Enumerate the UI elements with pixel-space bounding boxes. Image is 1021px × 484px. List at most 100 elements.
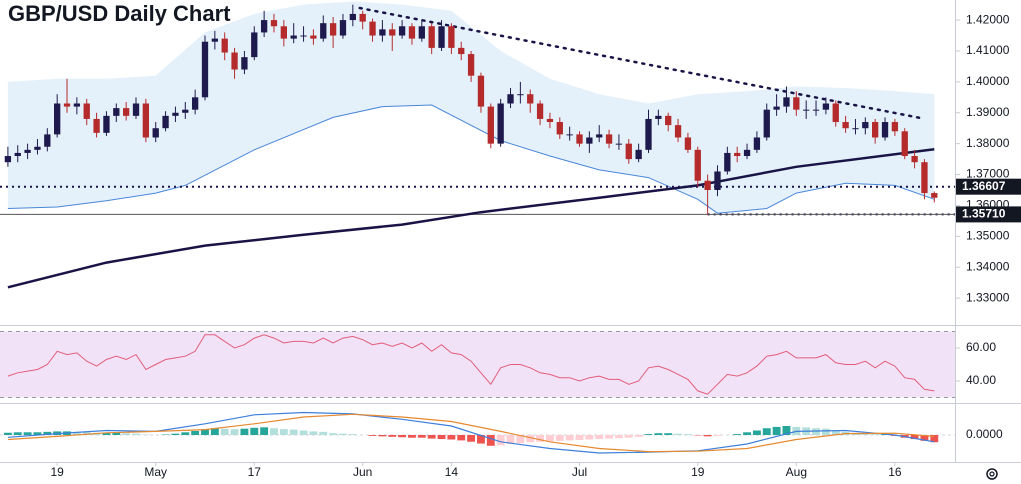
candle-body [83,103,90,119]
candle-body [527,94,534,104]
macd-histogram-bar [23,432,32,435]
macd-histogram-bar [634,435,643,437]
candle-body [231,52,238,70]
macd-histogram-bar [43,431,52,435]
x-tick-label: Jun [353,465,372,479]
macd-histogram-bar [191,430,200,435]
candle-body [655,115,662,119]
candle-body [300,35,307,37]
candle-body [911,156,918,163]
y-tick-label: 1.41000 [966,43,1010,57]
macd-histogram-bar [132,433,140,435]
macd-histogram-bar [526,435,535,443]
macd-histogram-bar [210,428,219,435]
y-tick-label: 1.39000 [966,105,1010,119]
macd-histogram-bar [703,435,712,437]
candle-body [852,128,859,130]
candle-body [438,26,445,48]
candle-body [812,109,820,111]
candle-body [487,106,494,144]
candle-body [339,20,347,36]
macd-histogram-bar [447,435,456,440]
macd-histogram-bar [319,431,328,435]
y-tick-label: 1.37000 [966,167,1010,181]
macd-histogram-bar [270,428,278,435]
price-tag-label: 1.36607 [962,179,1006,193]
macd-histogram-bar [437,435,446,440]
macd-histogram-bar [871,434,880,435]
candle-body [842,122,849,129]
candle-body [783,97,790,107]
rsi-tick-label: 60.00 [966,340,996,354]
x-tick-label: 16 [888,465,902,479]
macd-histogram-bar [733,434,742,435]
price-tag [956,178,1021,195]
candle-body [931,193,938,198]
candle-body [14,152,21,157]
macd-histogram-bar [516,435,525,444]
rsi-line [7,334,935,395]
macd-histogram-bar [72,431,81,435]
bollinger-lower-line [7,104,935,214]
macd-histogram-bar [605,435,614,439]
macd-histogram-bar [772,426,781,435]
y-tick-label: 1.40000 [966,74,1010,88]
x-tick-label: May [144,465,167,479]
macd-histogram-bar [171,433,180,435]
candle-body [507,94,514,104]
macd-histogram-bar [417,435,426,438]
candle-body [418,26,425,39]
macd-histogram-bar [348,434,357,435]
candle-body [73,103,81,107]
candle-body [763,109,770,138]
x-tick-label: 14 [445,465,459,479]
price-tag-label: 1.35710 [962,207,1006,221]
macd-histogram-bar [713,435,722,436]
candle-body [635,149,642,160]
plot-layers: 1.330001.340001.350001.360001.370001.380… [0,1,1010,479]
macd-histogram-bar [279,429,288,435]
candle-body [142,103,150,138]
macd-histogram-bar [920,435,929,441]
y-tick-label: 1.33000 [966,290,1010,304]
candle-body [714,171,721,190]
candle-body [182,109,189,113]
settings-icon[interactable] [986,468,998,480]
macd-histogram-bar [565,435,574,441]
macd-histogram-bar [329,433,338,435]
y-tick-label: 1.35000 [966,229,1010,243]
price-tag [956,206,1021,223]
macd-histogram-bar [398,435,407,438]
macd-histogram-bar [930,435,939,443]
candle-body [152,128,159,138]
candle-body [103,115,110,133]
candle-body [921,162,928,194]
candle-body [221,38,228,53]
candle-body [724,152,731,172]
candle-body [44,134,51,147]
candle-body [694,149,701,181]
macd-histogram-bar [102,432,111,435]
macd-histogram-bar [644,434,653,435]
candle-body [467,54,475,76]
candle-body [122,108,130,116]
macd-histogram-bar [181,432,190,435]
macd-histogram-bar [486,435,495,446]
macd-histogram-bar [585,435,594,440]
candle-body [684,137,692,150]
candle-body [477,75,485,107]
x-tick-label: Jul [572,465,587,479]
candle-body [625,143,632,160]
candle-body [536,103,544,119]
settings-icon-ring [986,468,998,480]
candle-body [310,35,317,39]
macd-histogram-bar [388,435,397,437]
bollinger-band [7,1,935,214]
candle-body [251,32,258,58]
macd-histogram-bar [220,428,229,435]
macd-histogram-bar [3,432,12,435]
candle-body [743,149,751,157]
macd-histogram-bar [299,430,308,435]
candle-body [132,103,140,116]
macd-histogram-bar [821,428,830,435]
